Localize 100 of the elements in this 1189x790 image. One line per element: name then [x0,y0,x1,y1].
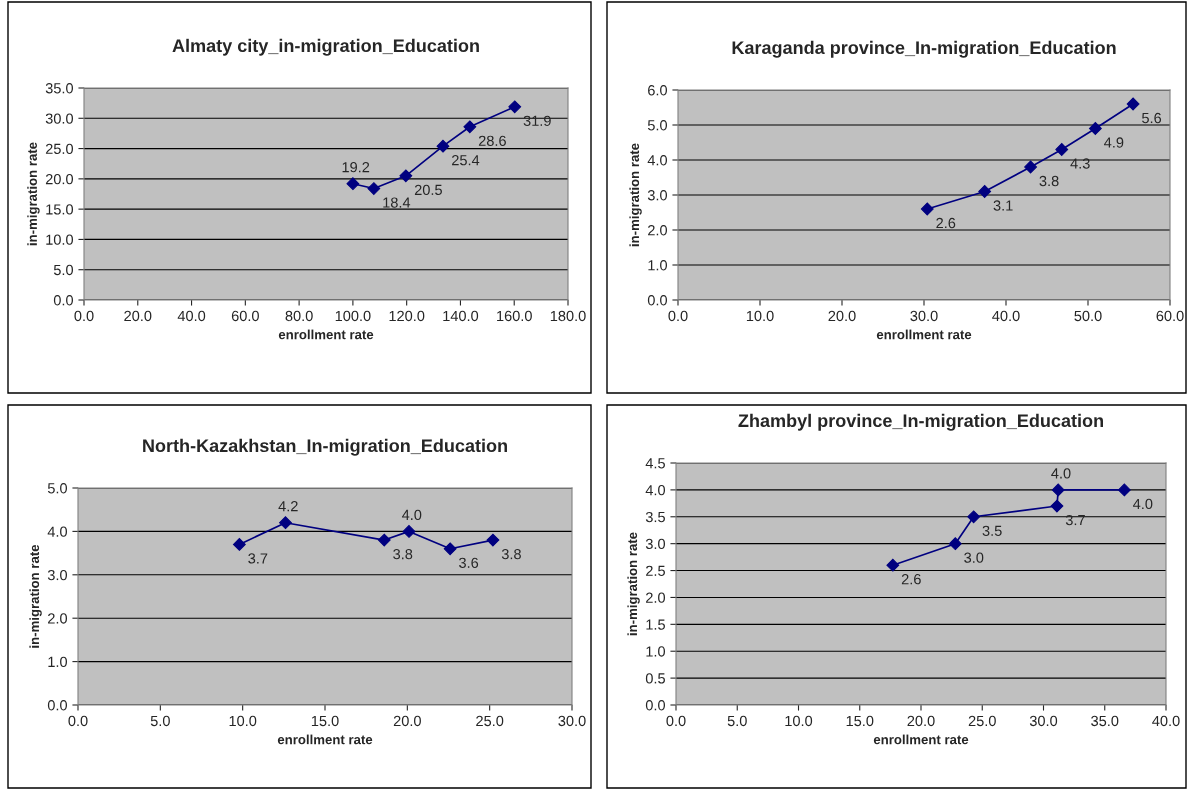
data-label: 25.4 [452,155,480,166]
point [1051,483,1065,497]
data-label: 3.0 [964,552,984,563]
x-tick-label: 180.0 [550,310,586,322]
x-tick-label: 35.0 [1091,715,1119,727]
x-tick-label: 5.0 [727,715,747,727]
x-tick-label: 10.0 [746,310,774,322]
data-label: 3.7 [248,553,268,564]
point [1126,97,1140,111]
x-tick-label: 25.0 [968,715,996,727]
x-tick-label: 20.0 [828,310,856,322]
chart-title: Karaganda province_In-migration_Education [732,40,1116,58]
y-tick-label: 0.0 [647,295,668,306]
x-tick-label: 20.0 [393,715,421,727]
y-tick-label: 15.0 [46,204,74,215]
y-axis-title: in-migration rate [27,142,40,246]
x-tick-label: 100.0 [335,310,371,322]
y-tick-label: 4.0 [47,526,68,537]
x-tick-label: 40.0 [177,310,206,322]
y-tick-label: 10.0 [46,234,74,245]
y-tick-label: 3.5 [645,511,665,523]
data-label: 3.8 [1039,175,1059,187]
y-tick-label: 30.0 [45,113,74,124]
point [402,524,416,538]
x-tick-label: 30.0 [910,310,938,322]
point [279,516,292,530]
point [346,177,360,191]
x-tick-label: 50.0 [1074,310,1102,322]
y-tick-label: 2.5 [646,565,665,576]
x-tick-label: 40.0 [1152,715,1180,727]
y-tick-label: 5.0 [647,120,668,131]
x-tick-label: 140.0 [443,310,479,322]
data-label: 2.6 [901,574,921,585]
y-tick-label: 4.0 [645,484,666,496]
x-tick-label: 60.0 [1156,310,1184,322]
point [920,202,934,216]
chart-title: Zhambyl province_In-migration_Education [738,413,1103,431]
x-tick-label: 5.0 [150,715,170,727]
data-label: 28.6 [478,135,506,146]
data-label: 4.2 [278,501,298,512]
y-tick-label: 1.0 [646,646,666,657]
y-tick-label: 5.0 [47,483,68,494]
y-tick-label: 4.5 [645,458,665,469]
point [886,558,900,572]
x-axis-title: enrollment rate [278,329,374,340]
point [978,185,992,198]
y-tick-label: 0.5 [645,673,665,684]
y-tick-label: 3.0 [47,569,68,581]
data-label: 3.7 [1065,514,1085,526]
data-label: 4.0 [1133,498,1153,510]
x-tick-label: 20.0 [124,310,152,322]
y-tick-label: 3.0 [645,538,666,550]
point [367,182,381,195]
point [1088,122,1102,135]
y-tick-label: 20.0 [45,173,74,185]
data-label: 19.2 [342,162,370,173]
point [948,537,962,551]
y-tick-label: 3.0 [647,190,668,201]
x-tick-label: 80.0 [285,310,313,322]
data-label: 3.5 [982,525,1002,536]
y-tick-label: 35.0 [45,83,74,94]
point [399,169,413,183]
x-tick-label: 120.0 [389,310,425,322]
x-axis-title: enrollment rate [277,734,373,745]
y-tick-label: 2.0 [646,592,666,603]
x-tick-label: 40.0 [992,310,1020,322]
y-axis-title: in-migration rate [627,532,640,636]
point [1117,483,1131,497]
point [486,533,500,547]
y-axis-title: in-migration rate [29,544,42,648]
x-tick-label: 30.0 [558,715,586,727]
y-tick-label: 1.0 [48,656,68,668]
x-tick-label: 0.0 [74,310,94,322]
data-label: 4.0 [1051,468,1071,479]
x-tick-label: 15.0 [846,715,874,727]
data-label: 4.3 [1070,158,1090,169]
data-label: 3.8 [501,548,521,560]
point [967,510,981,524]
x-tick-label: 0.0 [668,310,688,322]
x-axis-title: enrollment rate [873,734,969,745]
x-tick-label: 160.0 [497,310,532,322]
x-tick-label: 60.0 [231,310,259,322]
data-label: 20.5 [414,184,442,196]
x-axis-title: enrollment rate [876,329,972,340]
data-label: 18.4 [383,197,411,208]
y-tick-label: 2.0 [48,613,68,624]
y-tick-label: 5.0 [53,264,74,276]
y-tick-label: 0.0 [53,295,74,306]
x-tick-label: 10.0 [229,715,257,727]
point [232,538,246,551]
y-tick-label: 0.0 [645,700,666,711]
data-label: 3.8 [393,548,413,560]
data-label: 4.9 [1104,137,1124,148]
y-tick-label: 4.0 [647,155,668,166]
y-axis-title: in-migration rate [629,143,642,247]
point [443,542,457,556]
y-tick-label: 2.0 [648,225,668,236]
point [436,139,450,153]
x-tick-label: 0.0 [68,715,88,727]
y-tick-label: 25.0 [45,143,74,154]
